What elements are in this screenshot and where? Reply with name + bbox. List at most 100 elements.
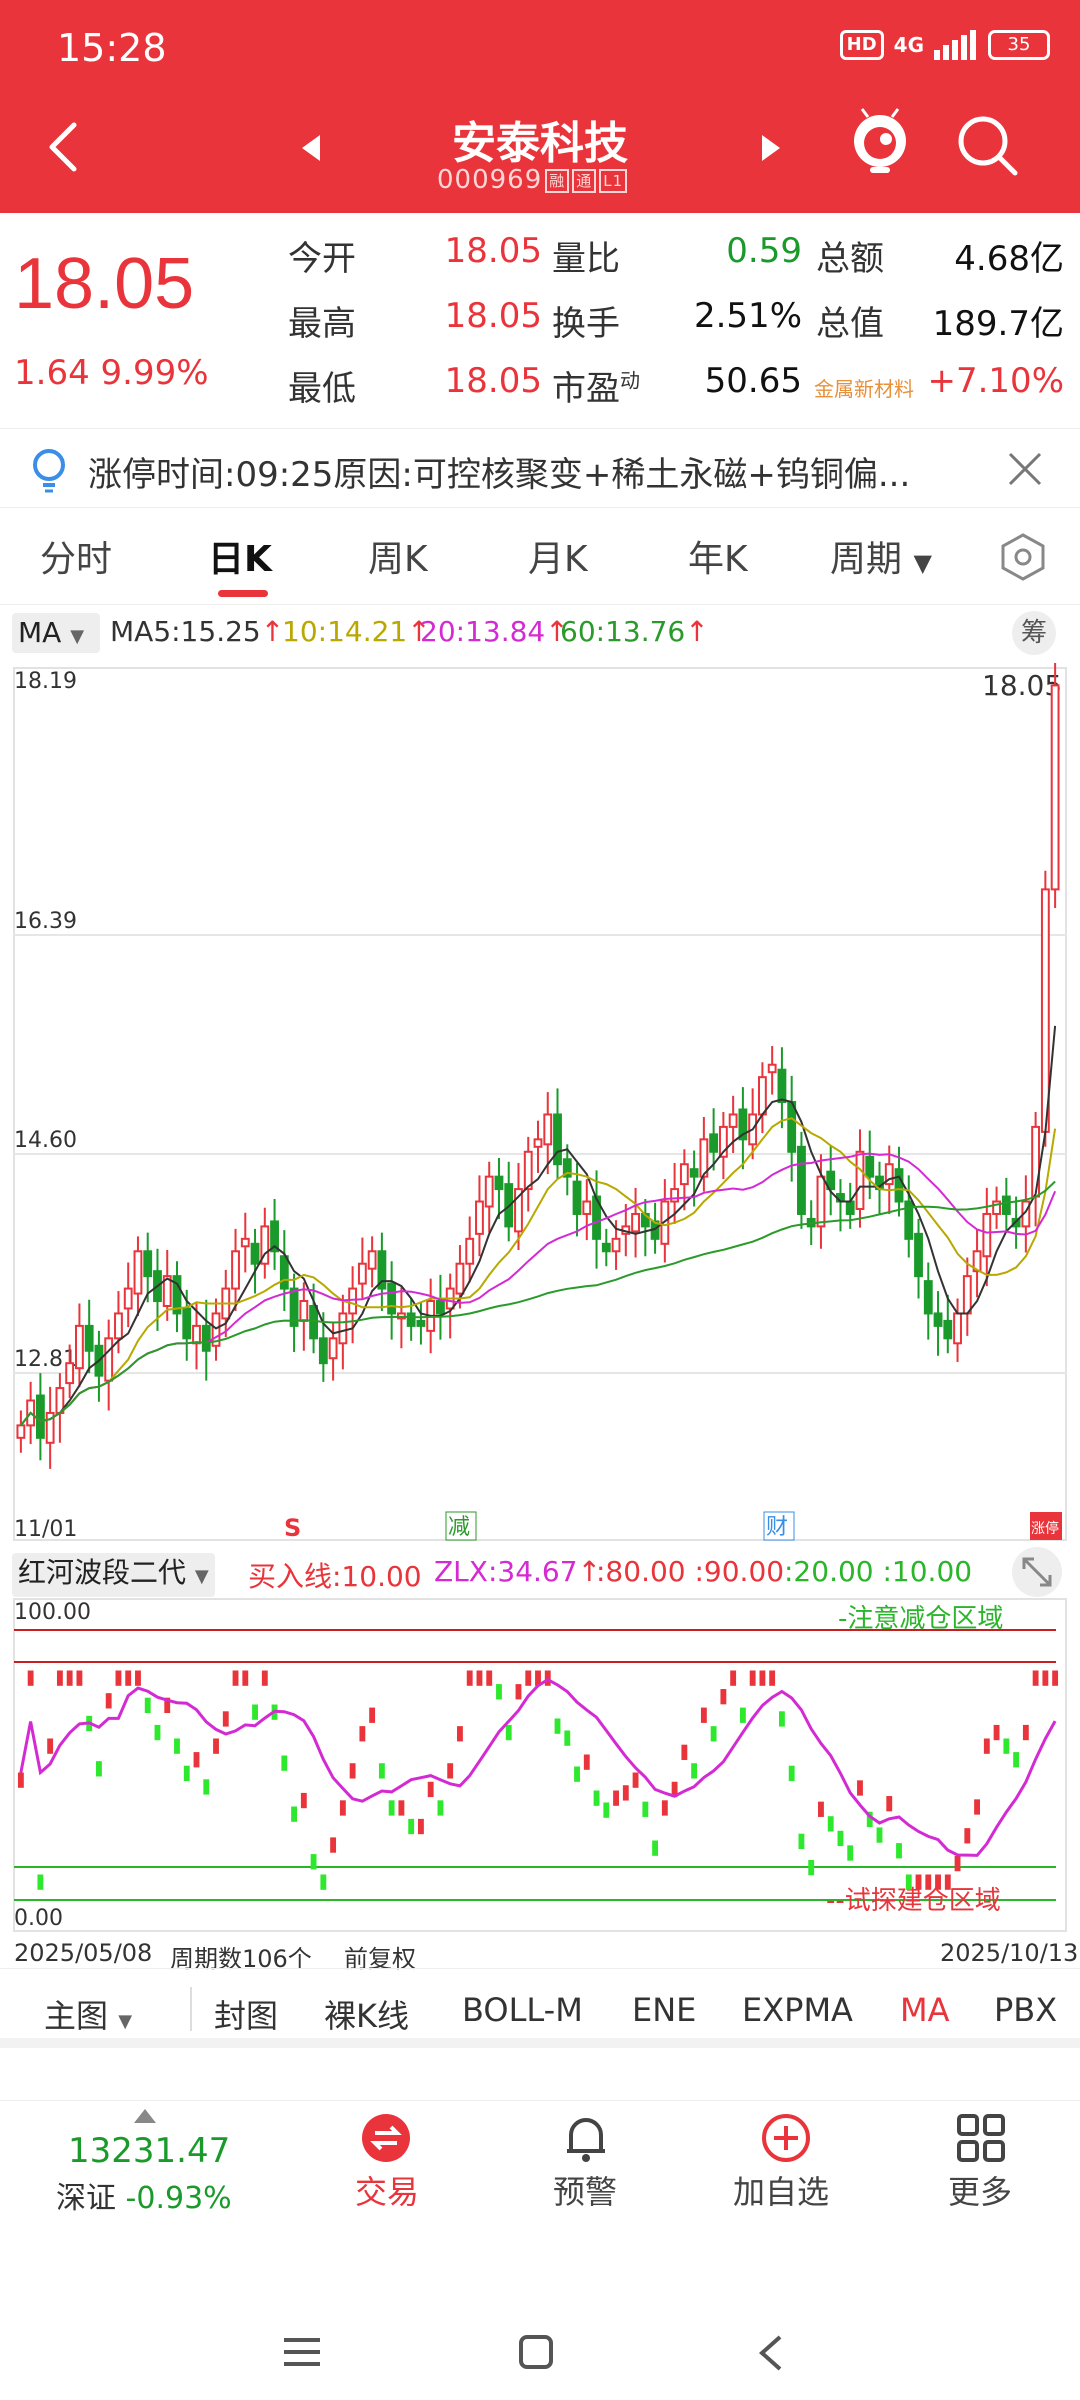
indicator-bar [330, 1837, 337, 1853]
indicator-bar [925, 1874, 932, 1890]
candle [182, 1307, 192, 1340]
back-icon[interactable] [38, 117, 88, 177]
dropdown-icon: ▼ [118, 2011, 133, 2032]
indicator-bar [866, 1811, 873, 1828]
back-nav-icon[interactable] [756, 2334, 784, 2372]
chart-area: MA ▼ MA5:15.25↑ 10:14.21↑ 20:13.84↑ 60:1… [0, 605, 1080, 1973]
indicator-bar [798, 1833, 805, 1849]
limit-up-notice[interactable]: 涨停时间:09:25原因:可控核聚变+稀土永磁+钨铜偏... [0, 428, 1080, 508]
tag-level: L1 [599, 168, 628, 193]
indicator-bar [710, 1726, 717, 1742]
assistant-robot-icon[interactable] [848, 107, 912, 177]
next-stock-icon[interactable] [760, 133, 782, 163]
start-date: 2025/05/08 [14, 1939, 153, 1967]
indicator-bar [496, 1684, 502, 1700]
y-tick-label: 14.60 [14, 1128, 77, 1153]
indicator-bar [505, 1724, 512, 1741]
indicator-bar [213, 1738, 219, 1754]
subtab-boll-m[interactable]: BOLL-M [462, 1991, 583, 2029]
ma10-line [20, 1117, 1057, 1427]
indicator-bar [720, 1689, 727, 1705]
subtab-main-chart[interactable]: 主图 ▼ [44, 1997, 133, 2035]
candle [972, 1250, 982, 1273]
expand-icon[interactable] [1012, 1547, 1062, 1597]
alert-button[interactable]: 预警 [535, 2101, 635, 2221]
tag-connect: 通 [572, 168, 597, 193]
indicator-bar [593, 1790, 600, 1806]
nav-header: 安泰科技 000969 融通 L1 [0, 95, 1080, 213]
indicator-bar [983, 1738, 990, 1754]
more-button[interactable]: 更多 [930, 2101, 1030, 2221]
prev-stock-icon[interactable] [300, 133, 322, 163]
indicator-bar [993, 1724, 1000, 1741]
candle [338, 1312, 348, 1345]
date-range-row: 2025/05/08 周期数106个 前复权 2025/10/13 [0, 1935, 1080, 1973]
search-icon[interactable] [955, 113, 1021, 179]
indicator-bar [457, 1726, 463, 1742]
subtab-seal-chart[interactable]: 封图 [214, 1997, 279, 2035]
top-bar: 15:28 HD 4G 35 安泰科技 000969 融通 L1 [0, 0, 1080, 213]
expand-up-icon[interactable] [134, 2109, 156, 2123]
menu-icon[interactable] [282, 2336, 322, 2368]
kline-chart[interactable]: 18.19 16.39 14.60 12.81 18.05 11/01 S 减 … [0, 660, 1080, 1545]
ma60-value: 60:13.76↑ [560, 615, 709, 648]
candle [211, 1312, 221, 1347]
indicator-bar [1052, 1670, 1059, 1686]
indicator-bar [642, 1801, 649, 1817]
indicator-bar [476, 1670, 483, 1686]
candle [728, 1113, 738, 1128]
indicator-selector[interactable]: 红河波段二代 ▼ [12, 1553, 215, 1597]
tab-daily-k[interactable]: 日K [208, 539, 272, 580]
candle [133, 1250, 143, 1295]
candle [357, 1262, 367, 1285]
candle [162, 1275, 172, 1307]
indicator-bar [700, 1707, 707, 1723]
sector-name[interactable]: 金属新材料 [814, 377, 914, 401]
indicator-bar [466, 1670, 473, 1686]
candle [826, 1170, 836, 1191]
tab-period[interactable]: 周期 ▼ [830, 539, 932, 580]
ma-lines-group [20, 1025, 1057, 1427]
indicator-bar [232, 1670, 239, 1686]
subtab-pbx[interactable]: PBX [994, 1991, 1058, 2029]
index-value: 13231.47 [68, 2131, 231, 2171]
add-watchlist-button[interactable]: 加自选 [725, 2101, 845, 2221]
close-icon[interactable] [1005, 449, 1045, 489]
indicator-bar [144, 1697, 151, 1713]
indicator-bar [788, 1765, 795, 1781]
indicator-bar [174, 1738, 180, 1754]
subtab-ene[interactable]: ENE [632, 1991, 697, 2029]
divider [190, 1987, 192, 2031]
subtab-ma[interactable]: MA [900, 1991, 950, 2029]
value-low: 18.05 [444, 361, 542, 401]
subtab-expma[interactable]: EXPMA [742, 1991, 853, 2029]
candle [562, 1158, 572, 1178]
indicator-bar [349, 1763, 356, 1779]
candle [611, 1237, 621, 1253]
chip-distribution-button[interactable]: 筹 [1012, 611, 1056, 655]
candle [328, 1337, 338, 1360]
subtab-naked-k[interactable]: 裸K线 [324, 1997, 409, 2035]
notice-text: 涨停时间:09:25原因:可控核聚变+稀土永磁+钨铜偏... [88, 455, 911, 495]
tab-monthly-k[interactable]: 月K [528, 539, 588, 580]
tab-yearly-k[interactable]: 年K [688, 539, 748, 580]
indicator-bar [935, 1874, 941, 1890]
label-low: 最低 [288, 369, 356, 409]
ma5-line [20, 1025, 1057, 1427]
indicator-bar [369, 1707, 376, 1723]
settings-hex-icon[interactable] [998, 532, 1048, 582]
trade-button[interactable]: 交易 [335, 2101, 435, 2221]
tab-intraday[interactable]: 分时 [40, 539, 113, 580]
tab-weekly-k[interactable]: 周K [368, 539, 428, 580]
indicator-chart[interactable]: 100.00 0.00 -注意减仓区域 --试探建仓区域 [0, 1595, 1080, 1935]
candle [894, 1168, 904, 1203]
home-icon[interactable] [518, 2334, 554, 2370]
stock-code: 000969 融通 L1 [437, 165, 628, 195]
candle [123, 1287, 133, 1310]
ma-selector[interactable]: MA ▼ [12, 613, 100, 653]
indicator-bar [193, 1752, 200, 1768]
indicator-bar [827, 1816, 834, 1832]
candle [35, 1394, 45, 1439]
indicator-bar [125, 1670, 132, 1686]
candle [192, 1324, 201, 1345]
